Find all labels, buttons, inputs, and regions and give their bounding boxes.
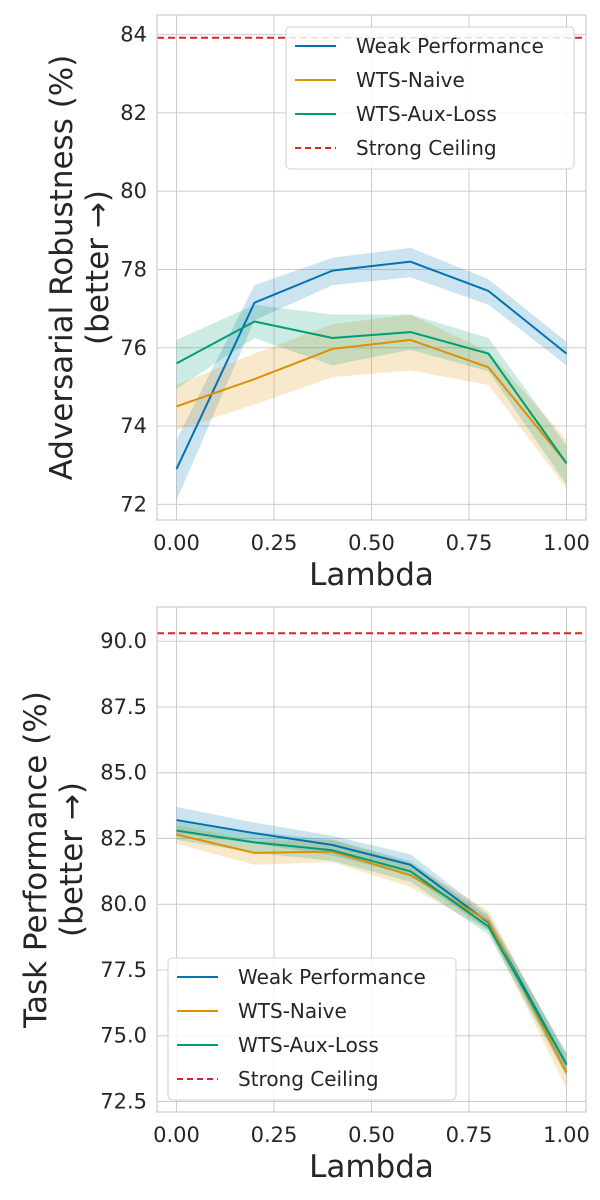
- legend-box: [167, 957, 457, 1101]
- y-tick-label: 74: [120, 414, 147, 438]
- y-tick-label: 75.0: [100, 1024, 147, 1048]
- x-tick-label: 0.00: [153, 531, 200, 555]
- y-tick-label: 77.5: [100, 958, 147, 982]
- x-axis-label: Lambda: [309, 557, 434, 593]
- confidence-band-1: [176, 247, 567, 501]
- y-tick-label: 90.0: [100, 629, 147, 653]
- plot-frame: [156, 606, 587, 1113]
- series-line-1: [175, 260, 568, 470]
- series-line-2: [176, 338, 568, 464]
- x-tick-label: 0.50: [348, 531, 395, 555]
- legend-label-3: WTS-Aux-Loss: [356, 102, 497, 126]
- legend-label-1: Weak Performance: [238, 965, 426, 989]
- x-tick-label: 0.75: [446, 1123, 493, 1147]
- y-tick-label: 72: [120, 492, 147, 516]
- y-axis-label-line-2: (better →): [54, 782, 90, 937]
- x-tick-label: 1.00: [543, 531, 590, 555]
- y-tick-label: 84: [120, 23, 147, 47]
- y-tick-label: 82: [120, 101, 147, 125]
- confidence-band-2: [176, 825, 567, 1089]
- y-axis-label-line-1: Task Performance (%): [18, 691, 54, 1029]
- legend-box: [285, 26, 575, 170]
- legend: Weak Performance WTS-Naive WTS-Aux-Loss Str…: [285, 26, 575, 170]
- y-tick-label: 80: [120, 179, 147, 203]
- x-axis-label: Lambda: [309, 1149, 434, 1185]
- legend-label-4: Strong Ceiling: [356, 136, 497, 160]
- chart-panel-1: 0.00 0.25 0.50 0.75 1.00 72 74 76 78 80 82 84 Lambda…: [44, 14, 590, 593]
- y-tick-label: 72.5: [100, 1089, 147, 1113]
- y-tick-label: 85.0: [100, 761, 147, 785]
- y-tick-label: 80.0: [100, 892, 147, 916]
- legend-label-3: WTS-Aux-Loss: [238, 1033, 379, 1057]
- series-line-3: [176, 320, 568, 464]
- y-tick-label: 87.5: [100, 695, 147, 719]
- x-tick-label: 0.50: [348, 1123, 395, 1147]
- series-line-2: [176, 833, 568, 1074]
- x-tick-label: 0.00: [153, 1123, 200, 1147]
- x-tick-label: 0.75: [446, 531, 493, 555]
- plot-frame: [156, 14, 587, 521]
- y-tick-label: 82.5: [100, 826, 147, 850]
- y-tick-label: 76: [120, 336, 147, 360]
- legend: Weak Performance WTS-Naive WTS-Aux-Loss Str…: [167, 957, 457, 1101]
- chart-panel-2: 0.00 0.25 0.50 0.75 1.00 72.5 75.0 77.5 80.0 82.5…: [18, 606, 590, 1185]
- confidence-band-3: [176, 304, 567, 485]
- legend-label-2: WTS-Naive: [238, 999, 347, 1023]
- y-tick-label: 78: [120, 257, 147, 281]
- series-line-3: [176, 829, 568, 1066]
- y-axis-label-line-2: (better →): [80, 190, 116, 345]
- legend-label-1: Weak Performance: [356, 34, 544, 58]
- confidence-band-2: [176, 314, 567, 489]
- y-axis-label-line-1: Adversarial Robustness (%): [44, 55, 80, 481]
- x-tick-label: 1.00: [543, 1123, 590, 1147]
- legend-label-4: Strong Ceiling: [238, 1067, 379, 1091]
- legend-label-2: WTS-Naive: [356, 68, 465, 92]
- x-tick-label: 0.25: [251, 531, 298, 555]
- x-tick-label: 0.25: [251, 1123, 298, 1147]
